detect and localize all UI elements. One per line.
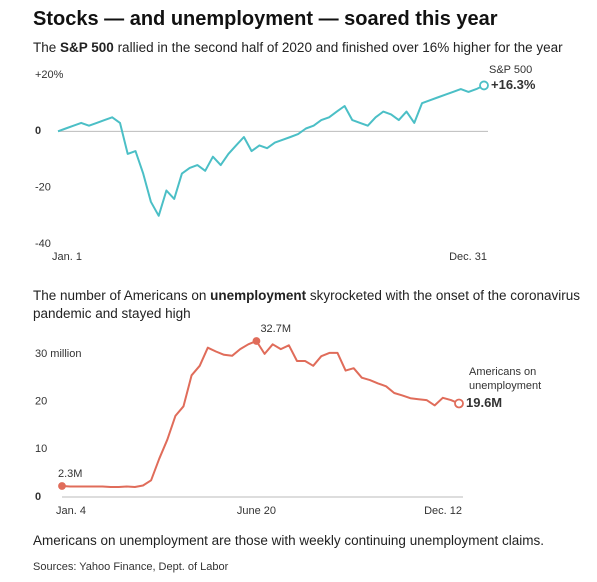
series-line	[57, 84, 485, 217]
value-label: 32.7M	[260, 323, 291, 335]
source: Sources: Yahoo Finance, Dept. of Labor	[33, 561, 229, 573]
value-label: +16.3%	[491, 77, 536, 92]
subtitle-text: The	[33, 40, 61, 55]
x-tick-label: Dec. 12	[424, 505, 462, 517]
subtitle-highlight: S&P 500	[60, 40, 114, 55]
y-tick-label: -20	[35, 182, 51, 194]
y-tick-label: -40	[35, 238, 51, 250]
subtitle-highlight: unemployment	[210, 288, 307, 303]
subtitle-text: The number of Americans on	[33, 288, 211, 303]
end-marker	[454, 398, 464, 409]
y-tick-label: 0	[35, 491, 41, 503]
x-tick-label: June 20	[237, 505, 276, 517]
x-tick-label: Jan. 1	[52, 251, 82, 263]
subtitle: The S&P 500 rallied in the second half o…	[33, 39, 593, 57]
series-line	[61, 340, 460, 488]
series-name-box: S&P 500	[489, 64, 533, 77]
subtitle-text: skyrocketed with the onset of the corona…	[33, 288, 580, 321]
y-tick-label: 0	[35, 125, 41, 137]
point-marker	[252, 337, 261, 345]
end-marker	[479, 80, 489, 91]
footnote: Americans on unemployment are those with…	[33, 533, 544, 548]
title: Stocks — and unemployment — soared this …	[33, 8, 498, 30]
series-name: S&P 500	[489, 64, 533, 77]
series-name: Americans on unemployment	[469, 366, 542, 393]
y-tick-label: 10	[35, 443, 47, 455]
y-tick-label: +20%	[35, 69, 64, 81]
series-name-box: Americans on unemployment	[469, 366, 542, 393]
y-tick-label: 30 million	[35, 348, 81, 360]
point-marker	[58, 482, 66, 490]
subtitle: The number of Americans on unemployment …	[33, 287, 593, 323]
y-tick-label: 20	[35, 395, 47, 407]
value-label: 2.3M	[58, 468, 82, 480]
subtitle-text: rallied in the second half of 2020 and f…	[113, 40, 563, 55]
value-label: 19.6M	[466, 395, 502, 410]
x-tick-label: Dec. 31	[449, 251, 487, 263]
x-tick-label: Jan. 4	[56, 505, 86, 517]
